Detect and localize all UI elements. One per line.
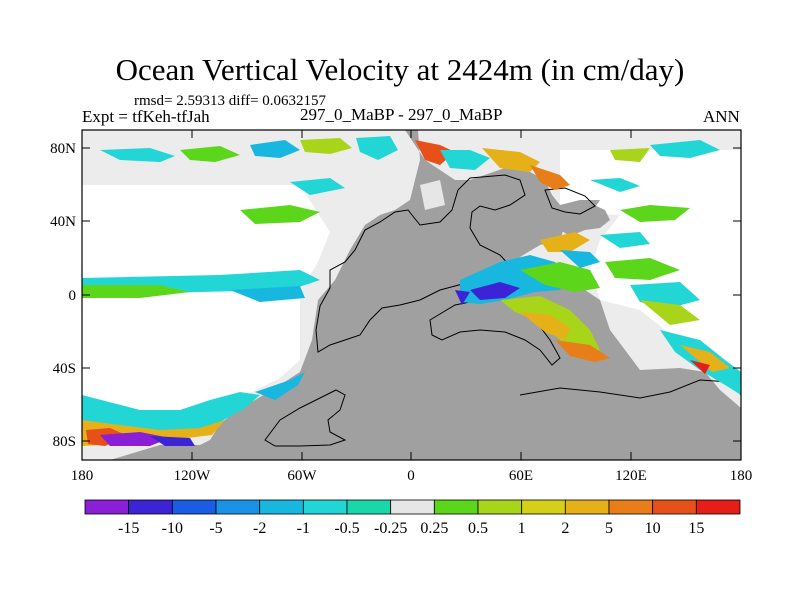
legend-label: -0.25 [374, 520, 407, 537]
map-title: Ocean Vertical Velocity at 2424m (in cm/… [115, 52, 685, 87]
pacific-neutral-region [82, 185, 330, 424]
lat-tick-label: 40S [53, 361, 76, 377]
legend-swatch [477, 499, 523, 515]
legend-label: -0.5 [334, 520, 359, 537]
stats-text: rmsd= 2.59313 diff= 0.0632157 [134, 93, 327, 109]
legend-swatch [302, 499, 348, 515]
map-plot-area [82, 130, 741, 460]
lon-tick-label: 120W [174, 468, 212, 484]
lon-tick-label: 60W [287, 468, 317, 484]
legend-swatch [128, 499, 173, 515]
legend-label: 15 [688, 520, 704, 537]
legend-swatch [564, 499, 610, 515]
legend-label: 10 [645, 520, 661, 537]
axis-ticks [81, 130, 742, 460]
legend-label: 0.25 [420, 520, 448, 537]
legend-swatch [171, 499, 217, 515]
case-label: 297_0_MaBP - 297_0_MaBP [300, 105, 503, 124]
color-legend: -15 -10 -5 -2 -1 -0.5 -0.25 0.25 0.5 1 2 5 10 15 [84, 499, 741, 537]
legend-swatch [695, 499, 741, 515]
legend-label: -10 [162, 520, 183, 537]
legend-label: -1 [297, 520, 310, 537]
legend-swatch [608, 499, 654, 515]
legend-swatch [521, 499, 566, 515]
legend-swatch [84, 499, 130, 515]
legend-label: -2 [253, 520, 266, 537]
legend-swatch [652, 499, 697, 515]
lon-tick-label: 60E [509, 468, 533, 484]
legend-swatch [346, 499, 392, 515]
lon-tick-label: 0 [407, 468, 415, 484]
lon-tick-label: 120E [615, 468, 647, 484]
lon-tick-label: 180 [730, 468, 753, 484]
lat-tick-label: 80S [53, 434, 76, 450]
legend-label: 5 [605, 520, 613, 537]
lat-tick-label: 80N [50, 141, 76, 157]
lat-tick-label: 40N [50, 214, 76, 230]
legend-label: 2 [561, 520, 569, 537]
season-label: ANN [703, 107, 740, 126]
experiment-label: Expt = tfKeh-tfJah [82, 107, 210, 126]
legend-label: 0.5 [468, 520, 488, 537]
legend-swatch [259, 499, 304, 515]
anomaly-patches [82, 136, 741, 446]
lon-tick-label: 180 [71, 468, 94, 484]
lat-tick-label: 0 [69, 288, 77, 304]
legend-swatch [433, 499, 479, 515]
legend-swatch [390, 499, 435, 515]
legend-swatch [215, 499, 261, 515]
east-island [560, 203, 610, 236]
legend-label: -15 [118, 520, 139, 537]
legend-label: -5 [209, 520, 222, 537]
legend-label: 1 [518, 520, 526, 537]
